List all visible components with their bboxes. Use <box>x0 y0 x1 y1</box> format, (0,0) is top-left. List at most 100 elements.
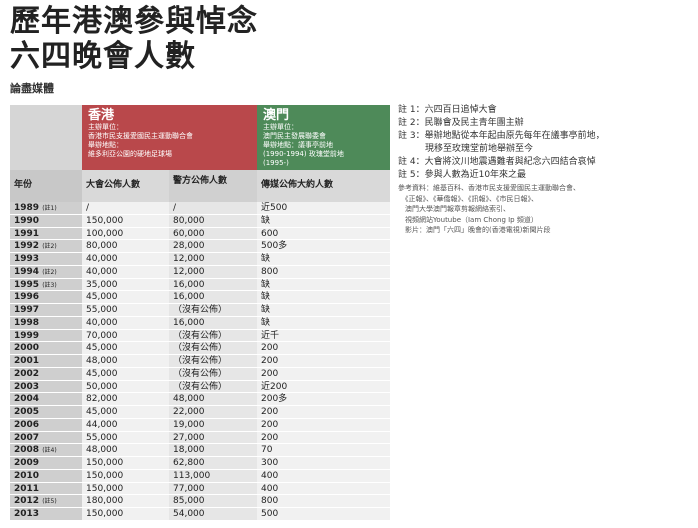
table-body: 1989 (註1) / / 近500 1990 150,000 80,000 缺 1991 100… <box>10 202 390 521</box>
organizer-count-cell-value: 45,000 <box>86 407 118 417</box>
organizer-count-cell: / <box>82 202 169 214</box>
table-row: 2001 48,000 （沒有公佈） 200 <box>10 355 390 368</box>
police-count-cell: （沒有公佈） <box>169 304 257 316</box>
footnotes: 註 1：六四百日追悼大會 註 2：民聯會及民主青年團主辦 註 3：舉辦地點從本年… <box>398 104 605 182</box>
macau-count-cell-value: 400 <box>261 470 279 481</box>
table-row: 1989 (註1) / / 近500 <box>10 202 390 215</box>
organizer-count-cell: 55,000 <box>82 431 169 444</box>
police-count-cell-value: 16,000 <box>173 317 205 328</box>
col-year-header: 年份 <box>10 170 82 202</box>
col-macau-header: 傳媒公佈大約人數 <box>257 170 390 202</box>
organizer-count-cell: 180,000 <box>82 495 169 507</box>
year-note-ref: (註1) <box>42 205 57 212</box>
year-note-ref: (註2) <box>42 268 57 276</box>
year-cell-value: 2006 <box>14 419 40 430</box>
table-row: 1990 150,000 80,000 缺 <box>10 214 390 228</box>
macau-count-cell: 近500 <box>257 202 390 214</box>
organizer-count-cell: 82,000 <box>82 393 169 405</box>
table-row: 2005 45,000 22,000 200 <box>10 406 390 419</box>
police-count-cell: 16,000 <box>169 278 257 291</box>
table-row: 1996 45,000 16,000 缺 <box>10 291 390 304</box>
organizer-count-cell: 40,000 <box>82 253 169 265</box>
police-count-cell: 113,000 <box>169 469 257 482</box>
police-count-cell-value: 18,000 <box>173 445 205 456</box>
year-cell-value: 2009 <box>14 458 40 468</box>
macau-count-cell-value: 缺 <box>261 279 271 290</box>
title-line-1: 歷年港澳參與悼念 <box>10 4 258 39</box>
organizer-count-cell-value: 44,000 <box>86 419 118 430</box>
macau-count-cell: 缺 <box>257 278 390 291</box>
col-police-header: 警方公佈人數 <box>169 170 257 202</box>
table-row: 2007 55,000 27,000 200 <box>10 431 390 445</box>
year-cell-value: 2004 <box>14 394 40 405</box>
organizer-count-cell-value: 48,000 <box>86 445 118 456</box>
media-source-label: 論盡媒體 <box>10 82 54 95</box>
table-row: 1993 40,000 12,000 缺 <box>10 253 390 266</box>
organizer-count-cell-value: 80,000 <box>86 241 118 252</box>
police-count-cell-value: 77,000 <box>173 483 205 494</box>
macau-count-cell-value: 200 <box>261 343 279 354</box>
year-cell-value: 2013 <box>14 509 40 519</box>
footnote: 註 5：參與人數為近10年來之最 <box>398 170 527 180</box>
year-cell: 1998 <box>10 316 82 329</box>
police-count-cell: 54,000 <box>169 508 257 520</box>
year-cell: 2007 <box>10 431 82 444</box>
macau-name: 澳門 <box>263 108 290 123</box>
year-cell: 2008 (註4) <box>10 444 82 456</box>
macau-count-cell: 500多 <box>257 240 390 252</box>
organizer-count-cell: 150,000 <box>82 214 169 227</box>
hk-venue-label: 舉辦地點： <box>88 141 123 149</box>
organizer-count-cell: 45,000 <box>82 406 169 418</box>
macau-count-cell: 近千 <box>257 329 390 342</box>
police-count-cell: （沒有公佈） <box>169 380 257 393</box>
police-count-cell: 12,000 <box>169 265 257 278</box>
year-cell: 2003 <box>10 380 82 393</box>
macau-count-cell: 缺 <box>257 316 390 329</box>
year-note-ref: (註4) <box>42 447 57 455</box>
macau-count-cell-value: 300 <box>261 458 279 468</box>
police-count-cell: 48,000 <box>169 393 257 405</box>
police-count-cell-value: （沒有公佈） <box>173 343 228 354</box>
macau-count-cell: 缺 <box>257 304 390 316</box>
organizer-count-cell: 55,000 <box>82 304 169 316</box>
organizer-count-cell-value: 70,000 <box>86 330 118 341</box>
organizer-count-cell-value: 150,000 <box>86 215 124 226</box>
macau-count-cell: 200多 <box>257 393 390 405</box>
year-cell: 2009 <box>10 457 82 469</box>
table-row: 2003 50,000 （沒有公佈） 近200 <box>10 380 390 394</box>
year-cell-value: 2007 <box>14 432 40 443</box>
macau-count-cell: 200 <box>257 418 390 431</box>
police-count-cell-value: 48,000 <box>173 394 205 405</box>
macau-count-cell-value: 200 <box>261 432 279 443</box>
reference-line: 視頻網站Youtube（Iam Chong Ip 頻道） <box>398 215 538 224</box>
year-cell-value: 1995 <box>14 279 40 290</box>
year-cell-value: 1998 <box>14 317 40 328</box>
year-cell-value: 2012 <box>14 496 40 507</box>
macau-count-cell-value: 近500 <box>261 203 288 213</box>
organizer-count-cell: 40,000 <box>82 316 169 329</box>
reference-line: 澳門大學澳門報章剪報網絡索引、 <box>398 205 510 213</box>
police-count-cell-value: 60,000 <box>173 228 205 239</box>
year-cell-value: 2010 <box>14 470 40 481</box>
year-cell-value: 1994 <box>14 266 40 277</box>
macau-count-cell: 200 <box>257 367 390 380</box>
organizer-count-cell: 150,000 <box>82 508 169 520</box>
organizer-count-cell-value: 35,000 <box>86 279 118 290</box>
police-count-cell-value: 54,000 <box>173 509 205 519</box>
macau-count-cell: 300 <box>257 457 390 469</box>
year-cell: 2002 <box>10 367 82 380</box>
macau-count-cell: 200 <box>257 431 390 444</box>
reference-line: 影片：澳門「六四」晚會的(香港電視)新聞片段 <box>398 226 551 234</box>
year-cell-value: 2005 <box>14 407 40 417</box>
macau-count-cell: 800 <box>257 265 390 278</box>
police-count-cell-value: 12,000 <box>173 254 205 264</box>
macau-count-cell: 缺 <box>257 214 390 227</box>
police-count-cell: 16,000 <box>169 316 257 329</box>
organizer-count-cell: 100,000 <box>82 227 169 240</box>
page-title: 歷年港澳參與悼念 六四晚會人數 <box>10 4 258 74</box>
police-count-cell: 22,000 <box>169 406 257 418</box>
organizer-count-cell: 150,000 <box>82 482 169 495</box>
year-cell-value: 1996 <box>14 292 40 303</box>
macau-count-cell: 400 <box>257 469 390 482</box>
year-cell: 1996 <box>10 291 82 303</box>
